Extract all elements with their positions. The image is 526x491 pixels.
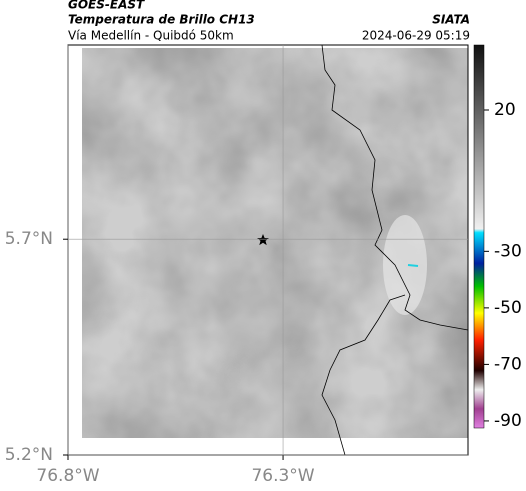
- border: [321, 44, 469, 331]
- colorbar: [473, 44, 485, 429]
- colorbar-label: -30: [494, 241, 522, 261]
- warm-area: [383, 215, 427, 315]
- cold-spot: [407, 264, 419, 267]
- colorbar-label: -70: [494, 354, 522, 374]
- x-tick-label: 76.3°W: [251, 466, 314, 486]
- product: Temperatura de Brillo CH13: [68, 13, 255, 27]
- map: [82, 44, 469, 456]
- colorbar-label: -90: [494, 411, 522, 431]
- y-tick-label: 5.2°N: [5, 445, 53, 465]
- satellite: GOES-EAST: [68, 0, 145, 12]
- colorbar-label: -50: [494, 298, 522, 318]
- x-tick-label: 76.8°W: [36, 466, 99, 486]
- location-marker: [257, 234, 269, 246]
- y-tick-label: 5.7°N: [5, 229, 53, 249]
- source: SIATA: [432, 13, 470, 27]
- timestamp: 2024-06-29 05:19: [362, 29, 470, 43]
- route: Vía Medellín - Quibdó 50km: [68, 29, 234, 43]
- colorbar-label: 20: [494, 100, 516, 120]
- border: [321, 294, 406, 456]
